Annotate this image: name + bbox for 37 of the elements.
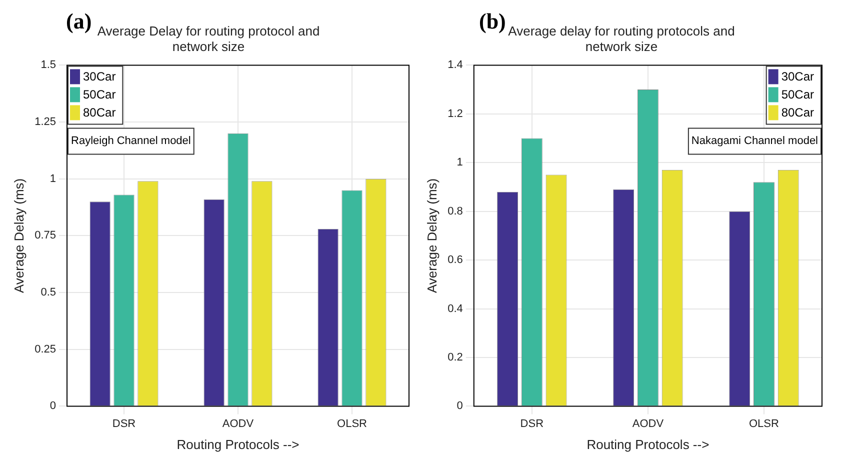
y-tick-label: 1.2	[448, 108, 463, 120]
y-tick-label: 0.75	[34, 230, 56, 242]
text: (b)	[479, 8, 506, 34]
y-axis-title: Average Delay (ms)	[11, 178, 26, 294]
chart-title: Average Delay for routing protocol and network size	[97, 23, 320, 54]
legend-label: 80Car	[781, 106, 814, 120]
x-axis-title: Routing Protocols -->	[176, 436, 300, 452]
y-tick-label: 0.25	[34, 343, 56, 356]
y-tick-label: 1.25	[34, 116, 56, 128]
annotation: Nakagami Channel model	[691, 135, 818, 148]
y-tick-label: 0.5	[40, 286, 56, 299]
legend-label: 50Car	[781, 88, 814, 102]
x-tick-label: DSR	[112, 418, 136, 430]
y-axis-title: Average Delay (ms)	[424, 178, 440, 294]
x-tick-label: AODV	[222, 418, 254, 430]
legend-label: 30Car	[83, 70, 116, 84]
x-tick-label: AODV	[632, 418, 664, 430]
x-tick-label: OLSR	[337, 418, 368, 430]
y-tick-label: 1.4	[448, 59, 463, 72]
text: (a)	[66, 8, 92, 34]
y-tick-label: 1	[50, 172, 56, 185]
x-axis-title: Routing Protocols -->	[586, 436, 710, 452]
y-tick-label: 1	[456, 156, 463, 169]
x-tick-label: DSR	[520, 418, 544, 430]
chart-title: Average delay for routing protocols and network size	[508, 23, 735, 54]
y-tick-label: 0.4	[448, 302, 463, 315]
y-tick-label: 0.6	[448, 254, 463, 266]
x-tick-label: OLSR	[749, 418, 780, 430]
y-tick-label: 0.8	[448, 205, 463, 218]
legend-label: 50Car	[83, 88, 116, 102]
y-tick-label: 0.2	[448, 352, 463, 364]
y-tick-label: 0	[50, 400, 56, 412]
legend-label: 80Car	[83, 106, 116, 120]
y-tick-label: 1.5	[40, 59, 56, 72]
legend-label: 30Car	[781, 70, 814, 84]
annotation: Rayleigh Channel model	[71, 135, 191, 148]
y-tick-label: 0	[456, 400, 463, 412]
